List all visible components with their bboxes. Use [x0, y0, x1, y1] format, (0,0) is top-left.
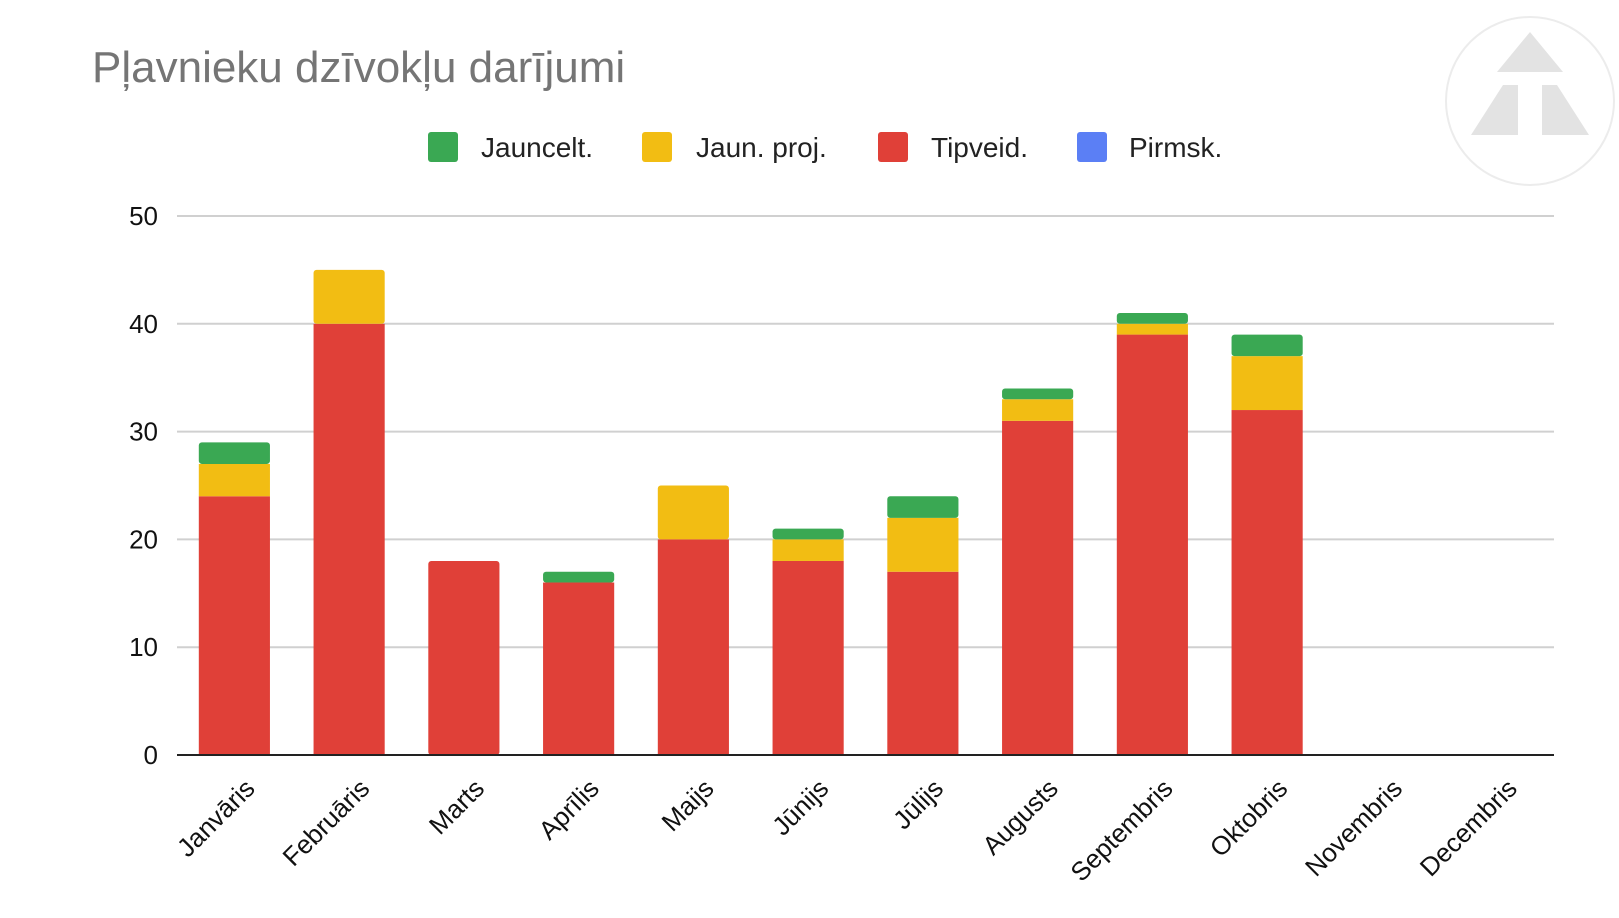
bar-segment — [1231, 356, 1303, 411]
bar-segment — [313, 323, 385, 755]
logo — [1445, 16, 1615, 186]
bar-segment — [772, 560, 844, 755]
bar-segment — [543, 582, 615, 755]
x-tick-label: Augusts — [976, 773, 1064, 861]
bar-segment — [313, 269, 385, 324]
bar-segment — [198, 442, 270, 464]
x-tick-label: Jūlijs — [887, 773, 949, 835]
x-tick-label: Maijs — [656, 773, 720, 837]
x-tick-label: Oktobris — [1204, 773, 1294, 863]
y-axis-ticks: 0 10 20 30 40 50 — [129, 201, 158, 770]
bar-segment — [887, 517, 959, 572]
bar-segment — [1116, 313, 1188, 324]
bar-segment — [657, 485, 729, 540]
bar-segment — [198, 463, 270, 497]
bar-segment — [1002, 420, 1074, 755]
y-tick-label: 50 — [129, 201, 158, 231]
legend-label: Pirmsk. — [1129, 132, 1222, 163]
bar-segment — [1116, 323, 1188, 335]
bar-segment — [1231, 410, 1303, 755]
y-tick-label: 10 — [129, 632, 158, 662]
chart-title: Pļavnieku dzīvokļu darījumi — [92, 43, 625, 92]
bar-segment — [198, 496, 270, 755]
y-tick-label: 0 — [144, 740, 158, 770]
legend-label: Jaun. proj. — [696, 132, 827, 163]
bar-segment — [887, 571, 959, 755]
legend-label: Jauncelt. — [481, 132, 593, 163]
x-tick-label: Februāris — [276, 773, 375, 872]
bar-segment — [657, 539, 729, 755]
y-tick-label: 40 — [129, 309, 158, 339]
bar-segment — [1002, 388, 1074, 400]
x-tick-label: Aprīlis — [533, 773, 605, 845]
legend-swatch — [878, 132, 908, 162]
legend-swatch — [428, 132, 458, 162]
bar-segment — [1231, 334, 1303, 357]
bar-segment — [428, 560, 500, 755]
bar-segment — [1002, 399, 1074, 421]
logo-left-block — [1471, 85, 1518, 135]
legend-label: Tipveid. — [931, 132, 1028, 163]
logo-circle — [1445, 16, 1615, 186]
triangle-logo-icon — [1497, 32, 1563, 72]
logo-right-block — [1542, 85, 1589, 135]
x-tick-label: Decembris — [1414, 773, 1523, 882]
legend-swatch — [1077, 132, 1107, 162]
bar-segment — [772, 528, 844, 540]
y-tick-label: 20 — [129, 524, 158, 554]
bars — [198, 269, 1303, 755]
x-tick-label: Novembris — [1299, 773, 1408, 882]
bar-segment — [543, 571, 615, 583]
x-axis-ticks: Janvāris Februāris Marts Aprīlis Maijs Jūnijs… — [171, 773, 1523, 887]
x-tick-label: Marts — [423, 773, 490, 840]
x-tick-label: Janvāris — [171, 773, 261, 863]
x-tick-label: Septembris — [1064, 773, 1178, 887]
bar-segment — [772, 539, 844, 561]
legend: Jauncelt. Jaun. proj. Tipveid. Pirmsk. — [428, 132, 1222, 163]
y-tick-label: 30 — [129, 417, 158, 447]
legend-swatch — [642, 132, 672, 162]
bar-segment — [887, 496, 959, 518]
x-tick-label: Jūnijs — [766, 773, 834, 841]
gridlines — [177, 215, 1554, 649]
bar-segment — [1116, 334, 1188, 755]
